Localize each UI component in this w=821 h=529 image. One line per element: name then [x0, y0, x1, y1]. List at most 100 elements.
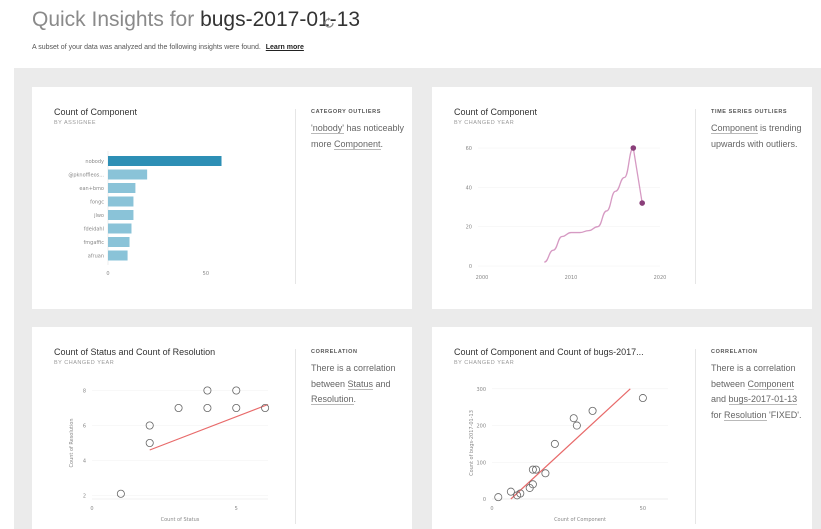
- page-subtitle: A subset of your data was analyzed and t…: [32, 44, 304, 51]
- insight-type: TIME SERIES OUTLIERS: [711, 109, 788, 115]
- insight-highlight: Resolution: [311, 394, 354, 405]
- insight-text-part: There is a correlation between: [311, 363, 396, 389]
- scatter-chart: 2 4 6 8 0 5 Count of Status Count of Resolution: [69, 386, 270, 523]
- category-label: fdeidahl: [84, 227, 104, 233]
- data-point: [203, 386, 212, 395]
- insights-canvas: Count of Component BY ASSIGNEE nobody @pk…: [14, 68, 821, 529]
- bar: [108, 169, 148, 180]
- category-label: @pknoffleos...: [68, 173, 104, 179]
- bar: [108, 183, 136, 193]
- data-point: [528, 465, 537, 474]
- insight-card-correlation-status[interactable]: Count of Status and Count of Resolution …: [32, 327, 412, 529]
- x-tick-label: 50: [203, 271, 209, 277]
- page-subtitle-text: A subset of your data was analyzed and t…: [32, 44, 261, 51]
- series-line: [544, 147, 643, 263]
- x-tick-label: 50: [640, 506, 646, 512]
- card-title: Count of Component: [454, 107, 538, 117]
- data-point: [232, 386, 241, 395]
- data-point: [174, 404, 183, 413]
- card-subtitle: BY CHANGED YEAR: [454, 120, 515, 126]
- insight-card-correlation-component[interactable]: Count of Component and Count of bugs-201…: [432, 327, 812, 529]
- insight-type: CORRELATION: [311, 349, 358, 355]
- insight-text: There is a correlation between Status an…: [311, 361, 406, 408]
- outlier-point: [639, 200, 645, 206]
- x-tick-label: 2000: [476, 275, 489, 281]
- y-tick-label: 8: [83, 389, 86, 395]
- trend-line: [510, 388, 631, 500]
- card-divider: [695, 349, 696, 524]
- bar: [108, 196, 134, 207]
- bar: [108, 210, 134, 220]
- insight-text: Component is trending upwards with outli…: [711, 121, 806, 152]
- card-title: Count of Component: [54, 107, 138, 117]
- bar: [108, 237, 130, 247]
- insight-highlight: Component: [334, 138, 381, 150]
- x-tick-label: 0: [490, 506, 493, 512]
- data-point: [232, 404, 241, 413]
- page-title-prefix: Quick Insights for: [32, 8, 195, 31]
- data-point: [541, 469, 550, 478]
- bar: [108, 250, 128, 261]
- card-title: Count of Component and Count of bugs-201…: [454, 347, 644, 357]
- trend-line: [149, 403, 269, 451]
- scatter-chart: 0 100 200 300 0 50 Count of Component Count of …: [469, 387, 668, 523]
- data-point: [494, 493, 503, 502]
- category-label: jlwo: [93, 213, 104, 219]
- data-point: [638, 394, 647, 403]
- insight-highlight: Resolution: [724, 409, 767, 421]
- y-tick-label: 20: [466, 225, 472, 231]
- insight-highlight: Status: [347, 378, 374, 390]
- category-label: ean+bmo: [79, 186, 104, 192]
- data-point: [261, 404, 270, 413]
- insight-highlight: 'nobody': [311, 123, 344, 134]
- x-tick-label: 5: [235, 506, 238, 512]
- dataset-name: bugs-2017-01-13: [200, 8, 361, 31]
- card-title: Count of Status and Count of Resolution: [54, 347, 216, 357]
- y-axis-label: Count of Resolution: [69, 419, 75, 468]
- x-tick-label: 0: [106, 271, 109, 277]
- insight-text: 'nobody' has noticeably more Component.: [311, 121, 406, 152]
- insight-card-category-outliers[interactable]: Count of Component BY ASSIGNEE nobody @pk…: [32, 87, 412, 309]
- insight-text-part: .: [353, 394, 357, 404]
- data-point: [528, 480, 537, 489]
- insight-text-part: for: [711, 409, 725, 420]
- insight-highlight: Component: [747, 378, 795, 390]
- insight-card-time-series-outliers[interactable]: Count of Component BY CHANGED YEAR 0 20 40…: [432, 87, 812, 309]
- category-label: fongc: [90, 200, 104, 206]
- y-axis-label: Count of bugs-2017-01-13: [469, 410, 475, 476]
- data-point: [145, 439, 154, 448]
- card-divider: [295, 349, 296, 524]
- y-tick-label: 40: [466, 185, 472, 191]
- data-point: [203, 404, 212, 413]
- data-point: [116, 489, 125, 498]
- x-tick-label: 2010: [565, 275, 578, 281]
- y-tick-label: 300: [476, 387, 486, 393]
- insight-type: CORRELATION: [711, 349, 758, 355]
- insight-text-part: has noticeably more: [311, 123, 405, 149]
- y-tick-label: 100: [476, 460, 486, 466]
- y-tick-label: 60: [466, 146, 472, 152]
- data-point: [516, 489, 525, 498]
- outlier-point: [630, 145, 637, 151]
- insight-highlight: bugs-2017-01-13: [728, 394, 798, 405]
- category-label: fmgaffic: [84, 240, 105, 246]
- bar: [108, 156, 222, 166]
- data-point: [572, 421, 581, 430]
- insight-text-part: There is a correlation between: [711, 363, 796, 389]
- card-subtitle: BY CHANGED YEAR: [454, 360, 515, 366]
- insight-highlight: Component: [711, 123, 758, 134]
- x-axis-label: Count of Component: [554, 517, 606, 523]
- insight-text: There is a correlation between Component…: [711, 361, 806, 423]
- data-point: [569, 414, 578, 423]
- insight-text-part: is trending upwards with outliers.: [711, 123, 802, 149]
- insight-type: CATEGORY OUTLIERS: [311, 109, 381, 115]
- x-tick-label: 2020: [654, 275, 667, 281]
- card-subtitle: BY ASSIGNEE: [54, 120, 97, 126]
- card-subtitle: BY CHANGED YEAR: [54, 360, 115, 366]
- y-tick-label: 0: [483, 497, 486, 503]
- x-axis-label: Count of Status: [161, 517, 200, 523]
- learn-more-link[interactable]: Learn more: [265, 44, 304, 51]
- refresh-icon[interactable]: [322, 16, 336, 30]
- category-label: afruan: [88, 254, 104, 260]
- insight-text-part: and: [711, 394, 729, 404]
